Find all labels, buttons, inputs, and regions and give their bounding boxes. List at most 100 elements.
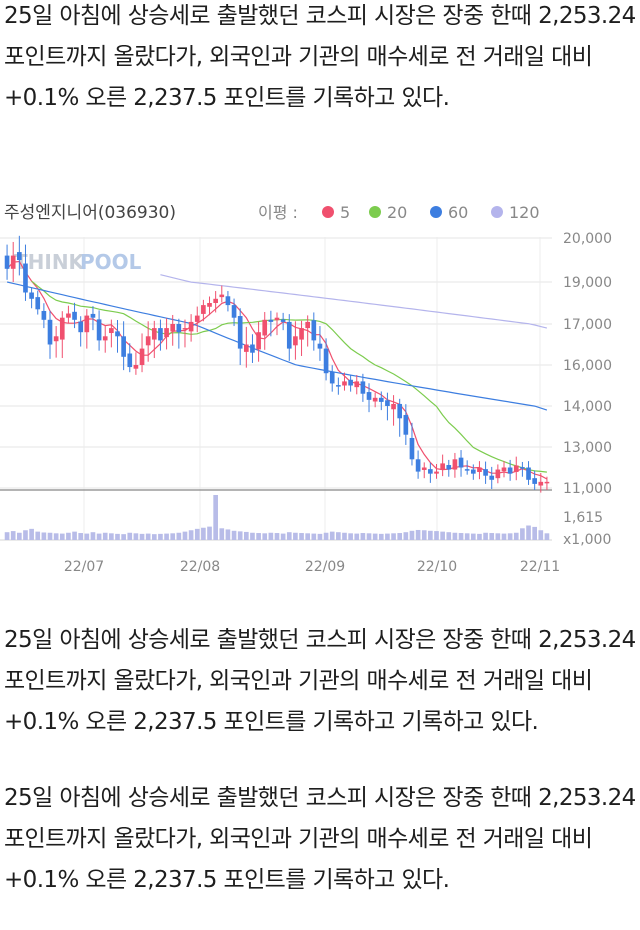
candle-body: [170, 324, 176, 332]
candle-body: [391, 403, 396, 410]
legend-dot-60: [430, 206, 442, 218]
candle-body: [348, 379, 353, 386]
candle-body: [29, 292, 34, 299]
candle-body: [274, 317, 280, 321]
candle-body: [501, 467, 507, 472]
candle-body: [366, 392, 372, 400]
body-paragraph-2: 25일 아침에 상승세로 출발했던 코스피 시장은 장중 한때 2,253.24…: [4, 785, 636, 893]
volume-bar: [53, 533, 59, 540]
volume-bar: [526, 525, 531, 540]
volume-bar: [182, 531, 188, 540]
watermark-pool: POOL: [80, 250, 142, 274]
y-tick-label: 11,000: [563, 481, 612, 497]
candle-body: [428, 469, 433, 474]
candle-body: [201, 305, 206, 314]
candle-body: [477, 467, 482, 473]
candle-body: [336, 385, 341, 387]
candle-body: [305, 321, 311, 329]
chart-grid: [0, 237, 552, 541]
volume-bar: [84, 533, 90, 540]
candle-body: [133, 365, 139, 369]
stock-chart: 주성엔지니어(036930) 이평 : 5 20 60 120 THINK POOL …: [0, 203, 612, 575]
candle-body: [127, 353, 133, 368]
volume-bar: [96, 533, 102, 540]
ma5-line: [6, 260, 548, 480]
volume-bar: [201, 527, 206, 540]
candle-body: [415, 459, 421, 472]
volume-bar: [59, 533, 65, 540]
volume-bar: [299, 533, 304, 540]
candle-body: [47, 319, 53, 345]
volume-bar: [348, 533, 353, 540]
candle-body: [354, 381, 360, 388]
volume-bar: [237, 531, 243, 540]
candle-body: [532, 478, 537, 484]
candle-body: [23, 263, 28, 293]
candle-body: [329, 371, 335, 384]
candle-body: [280, 319, 286, 322]
candle-body: [470, 469, 476, 474]
legend-dot-20: [369, 206, 381, 218]
candle-body: [207, 303, 212, 307]
candle-body: [293, 336, 298, 346]
candle-body: [35, 297, 41, 310]
y-tick-label: 16,000: [563, 358, 612, 374]
ma120-line: [160, 274, 548, 329]
volume-bar: [428, 530, 433, 540]
candle-body: [219, 294, 225, 298]
candle-body: [421, 467, 427, 470]
y-tick-label: 13,000: [563, 440, 612, 456]
candle-body: [176, 324, 182, 333]
moving-averages: [6, 260, 548, 480]
candle-body: [90, 313, 96, 318]
volume-bar: [336, 532, 341, 540]
candle-body: [446, 465, 452, 470]
candle-body: [96, 319, 102, 341]
volume-bar: [544, 533, 550, 540]
volume-bar: [501, 533, 507, 540]
candle-body: [440, 463, 445, 470]
volume-bar: [507, 533, 513, 540]
candle-body: [323, 348, 329, 374]
volume-bar: [366, 533, 372, 540]
candle-body: [311, 320, 317, 341]
volume-bar: [139, 533, 145, 540]
volume-bar: [489, 533, 495, 540]
candle-body: [372, 397, 378, 402]
chart-title: 주성엔지니어(036930): [4, 203, 176, 223]
x-tick-label: 22/09: [305, 559, 345, 575]
volume-bar: [421, 530, 427, 540]
volume-bar: [170, 533, 176, 540]
volume-bar: [354, 533, 360, 540]
volume-bar: [317, 533, 323, 540]
volume-bar: [397, 533, 403, 540]
legend-label-120: 120: [509, 203, 540, 222]
candle-body: [409, 437, 415, 460]
volume-bar: [10, 531, 16, 540]
legend-dot-120: [491, 206, 503, 218]
candle-body: [231, 305, 237, 318]
volume-bar: [78, 533, 84, 540]
volume-bar: [409, 530, 415, 540]
volume-bar: [378, 533, 384, 540]
volume-bar: [520, 528, 525, 540]
candle-body: [158, 328, 163, 341]
candle-body: [378, 397, 384, 402]
volume-bar: [470, 533, 476, 540]
volume-bar: [452, 532, 458, 540]
candle-body: [286, 321, 292, 349]
volume-bar: [219, 528, 225, 540]
candle-body: [489, 475, 495, 480]
candle-body: [225, 296, 231, 306]
volume-bar: [4, 532, 10, 540]
volume-bar: [532, 526, 537, 540]
volume-bar: [29, 528, 34, 540]
candle-body: [458, 457, 464, 468]
y-tick-label: 14,000: [563, 399, 612, 415]
volume-bar: [403, 532, 409, 540]
candle-body: [10, 255, 16, 269]
volume-bar: [250, 532, 255, 540]
volume-bar: [538, 530, 544, 540]
volume-bar: [268, 532, 274, 540]
volume-bar: [446, 532, 452, 540]
